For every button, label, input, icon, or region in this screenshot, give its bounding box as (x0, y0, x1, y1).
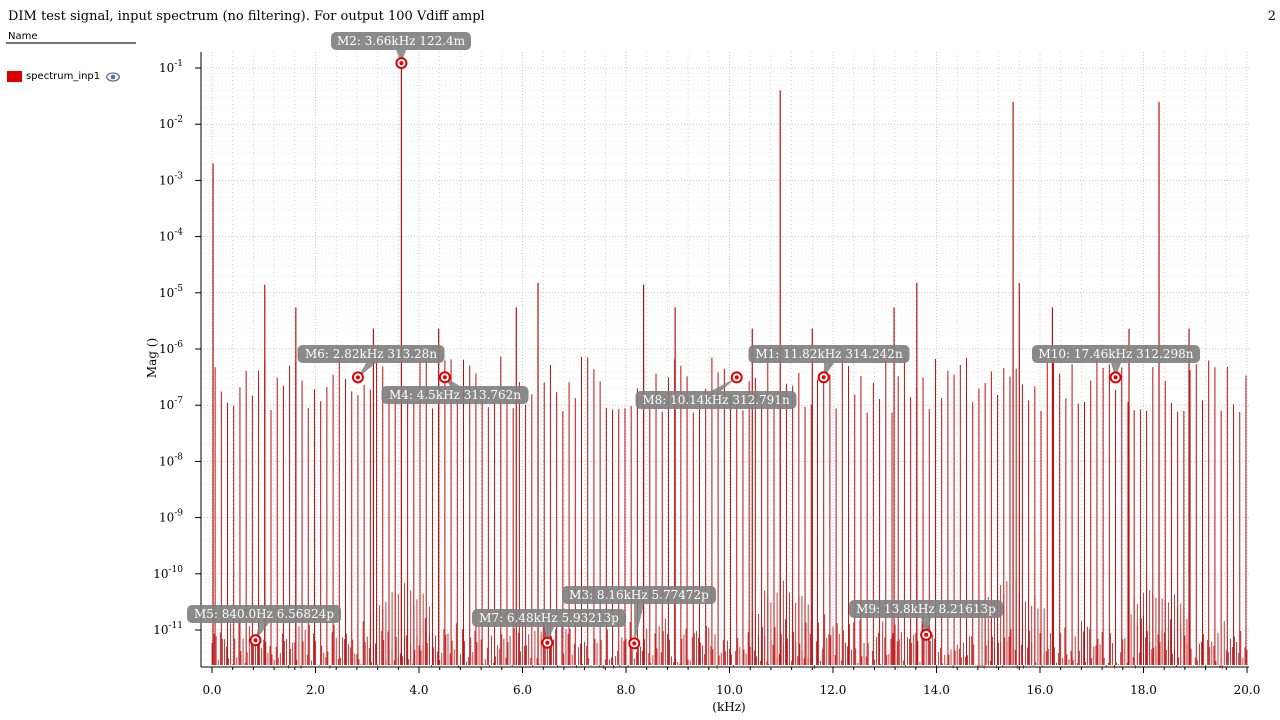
peak-bars (212, 63, 1190, 665)
page-number: 2 (1267, 9, 1276, 24)
legend-header: Name (6, 31, 136, 44)
marker-m3[interactable]: M3: 8.16kHz 5.77472p (562, 586, 716, 650)
grid (201, 52, 1249, 665)
x-tick-label: 20.0 (1234, 683, 1261, 697)
legend-swatch (7, 71, 22, 82)
legend-item-label: spectrum_inp1 (26, 71, 101, 82)
marker-point-center (442, 375, 447, 380)
y-tick-label: 10-10 (153, 565, 183, 581)
marker-point-center (1113, 375, 1118, 380)
marker-pointer (255, 623, 269, 641)
marker-m2[interactable]: M2: 3.66kHz 122.4m (331, 32, 471, 70)
y-tick-label: 10-6 (159, 340, 183, 356)
y-tick-label: 10-3 (159, 171, 183, 187)
marker-label-text: M9: 13.8kHz 8.21613p (856, 602, 996, 616)
marker-m7[interactable]: M7: 6.48kHz 5.93213p (472, 609, 626, 649)
marker-label-box (187, 605, 341, 623)
marker-pointer (544, 627, 554, 643)
marker-label-box (297, 345, 445, 363)
legend-item-spectrum-inp1[interactable]: spectrum_inp1 (7, 71, 121, 82)
y-tick-label: 10-9 (159, 509, 183, 525)
marker-pointer (711, 377, 737, 391)
x-tick-label: 2.0 (306, 683, 325, 697)
marker-pointer (1111, 363, 1121, 378)
marker-point-center (399, 61, 404, 66)
x-tick-label: 14.0 (923, 683, 950, 697)
marker-m9[interactable]: M9: 13.8kHz 8.21613p (849, 600, 1003, 641)
marker-label-text: M2: 3.66kHz 122.4m (337, 34, 466, 48)
marker-m1[interactable]: M1: 11.82kHz 314.242n (748, 345, 910, 384)
x-tick-label: 12.0 (820, 683, 847, 697)
marker-label-box (472, 609, 626, 627)
x-axis-label: (kHz) (712, 700, 745, 714)
y-tick-label: 10-7 (159, 396, 183, 412)
marker-label-text: M10: 17.46kHz 312.298n (1039, 347, 1194, 361)
markers: M1: 11.82kHz 314.242n M2: 3.66kHz 122.4m M… (187, 32, 1200, 650)
marker-label-text: M7: 6.48kHz 5.93213p (479, 611, 619, 625)
x-tick-label: 16.0 (1027, 683, 1054, 697)
x-tick-label: 18.0 (1130, 683, 1157, 697)
marker-point-center (355, 375, 360, 380)
y-tick-label: 10-8 (159, 452, 183, 468)
marker-m5[interactable]: M5: 840.0Hz 6.56824p (187, 605, 341, 647)
axes: 0.0 2.0 4.0 6.0 8.0 10.0 12.0 14.0 16.0 18.0 20.0 1… (153, 52, 1260, 697)
chart-title: DIM test signal, input spectrum (no filt… (8, 9, 485, 24)
marker-point-center (253, 638, 258, 643)
marker-label-box (849, 600, 1003, 618)
marker-m4[interactable]: M4: 4.5kHz 313.762n (381, 371, 529, 404)
y-tick-label: 10-4 (159, 228, 183, 244)
x-tick-label: 6.0 (513, 683, 532, 697)
marker-m10[interactable]: M10: 17.46kHz 312.298n (1032, 345, 1200, 384)
marker-label-box (1032, 345, 1200, 363)
x-tick-label: 4.0 (409, 683, 428, 697)
marker-label-box (562, 586, 716, 604)
x-tick-label: 10.0 (716, 683, 743, 697)
y-tick-label: 10-1 (159, 59, 183, 75)
marker-pointer (634, 604, 644, 644)
y-tick-label: 10-11 (153, 621, 183, 637)
marker-label-text: M8: 10.14kHz 312.791n (642, 393, 790, 407)
marker-point-center (734, 375, 739, 380)
marker-pointer (921, 618, 931, 635)
marker-label-text: M4: 4.5kHz 313.762n (389, 388, 521, 402)
marker-label-box (331, 32, 471, 50)
x-tick-label: 0.0 (202, 683, 221, 697)
marker-pointer (396, 50, 406, 64)
marker-label-text: M6: 2.82kHz 313.28n (305, 347, 437, 361)
marker-label-text: M3: 8.16kHz 5.77472p (569, 588, 709, 602)
y-tick-label: 10-2 (159, 115, 183, 131)
marker-label-box (748, 345, 910, 363)
marker-label-box (381, 386, 529, 404)
marker-label-text: M5: 840.0Hz 6.56824p (194, 607, 334, 621)
marker-point-center (821, 375, 826, 380)
marker-label-box (635, 391, 797, 409)
marker-m8[interactable]: M8: 10.14kHz 312.791n (635, 371, 797, 409)
y-axis-label: Mag () (145, 338, 159, 378)
y-tick-label: 10-5 (159, 284, 183, 300)
marker-point-center (924, 632, 929, 637)
marker-m6[interactable]: M6: 2.82kHz 313.28n (297, 345, 445, 384)
marker-point-center (632, 641, 637, 646)
marker-point-center (545, 640, 550, 645)
eye-icon[interactable] (106, 71, 121, 82)
x-tick-label: 8.0 (616, 683, 635, 697)
marker-label-text: M1: 11.82kHz 314.242n (755, 347, 903, 361)
